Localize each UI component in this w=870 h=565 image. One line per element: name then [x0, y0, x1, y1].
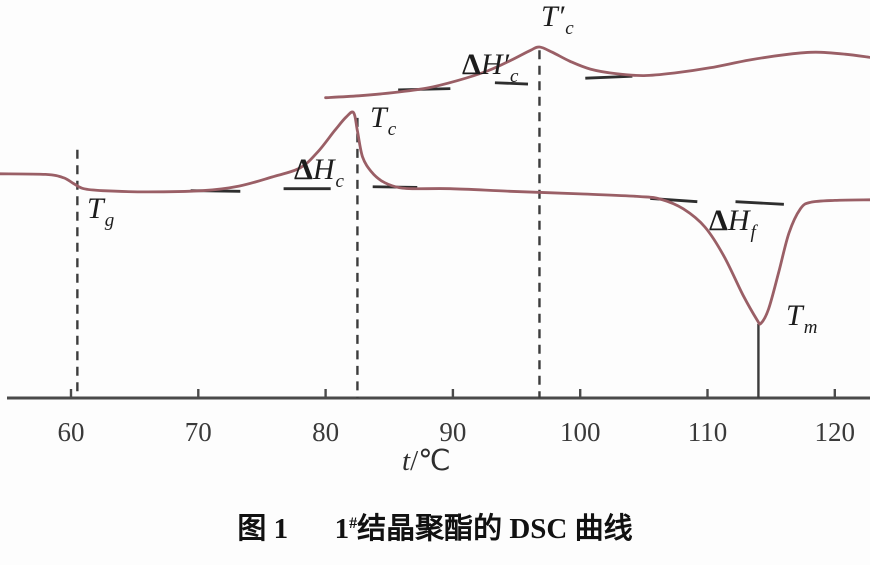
annotation-tc-prime: T′c [541, 0, 574, 39]
x-axis-tick-label: 100 [560, 417, 601, 447]
figure-number: 图 1 [237, 513, 289, 545]
annotation-tm-symbol: T [786, 299, 803, 332]
annotation-delta-hf-delta: Δ [709, 204, 728, 237]
dsc-curve-1 [0, 110, 870, 326]
baseline-segment [735, 200, 784, 206]
annotation-tg-subscript: g [104, 210, 115, 231]
annotation-delta-hf-symbol: H [727, 204, 750, 237]
annotation-delta-hc-prime: ΔH′c [462, 48, 519, 87]
x-axis-unit: ℃ [418, 445, 451, 477]
x-axis-tick-label: 80 [312, 417, 339, 447]
dsc-curve-2 [324, 45, 870, 100]
annotation-delta-hc-prime-delta: Δ [462, 48, 481, 81]
dsc-plot-svg: 60 70 80 90 100 110 120 [0, 45, 870, 447]
annotation-tc-symbol: T [370, 101, 387, 134]
annotation-delta-hc-prime-symbol: H [480, 48, 503, 81]
x-axis-tick-label: 110 [688, 417, 728, 447]
figure-caption: 图 1 1#结晶聚酯的 DSC 曲线 [0, 512, 870, 547]
annotation-delta-hc-subscript: c [335, 171, 344, 192]
annotation-delta-hc-prime-subscript: c [510, 66, 519, 87]
annotation-delta-hc-delta: Δ [294, 153, 313, 186]
annotation-tc: Tc [370, 101, 397, 140]
sample-number: 1 [334, 513, 350, 545]
x-axis-tick-label: 60 [58, 417, 85, 447]
x-axis-tick-label: 90 [439, 417, 466, 447]
annotation-delta-hf-subscript: f [750, 222, 756, 243]
annotation-delta-hc: ΔHc [294, 153, 344, 192]
annotation-tc-prime-subscript: c [565, 18, 574, 39]
annotation-tg: Tg [87, 192, 115, 231]
baseline-segment [494, 81, 529, 86]
x-axis-tick-label: 70 [185, 417, 212, 447]
annotation-delta-hc-symbol: H [312, 153, 335, 186]
annotation-tc-prime-symbol: T [541, 0, 558, 33]
x-axis-variable: t [402, 445, 411, 477]
baseline-segment [585, 74, 633, 80]
sample-hash-superscript: # [349, 515, 358, 532]
annotation-tm: Tm [786, 299, 818, 338]
annotation-delta-hf: ΔHf [709, 204, 756, 243]
annotation-tm-subscript: m [803, 317, 818, 338]
x-axis-label: t/℃ [402, 447, 451, 476]
caption-text: 结晶聚酯的 DSC 曲线 [357, 513, 633, 545]
annotation-tc-subscript: c [387, 119, 397, 140]
annotation-tg-symbol: T [87, 192, 104, 225]
x-axis-separator: / [410, 445, 419, 477]
x-axis-tick-label: 120 [815, 417, 856, 447]
